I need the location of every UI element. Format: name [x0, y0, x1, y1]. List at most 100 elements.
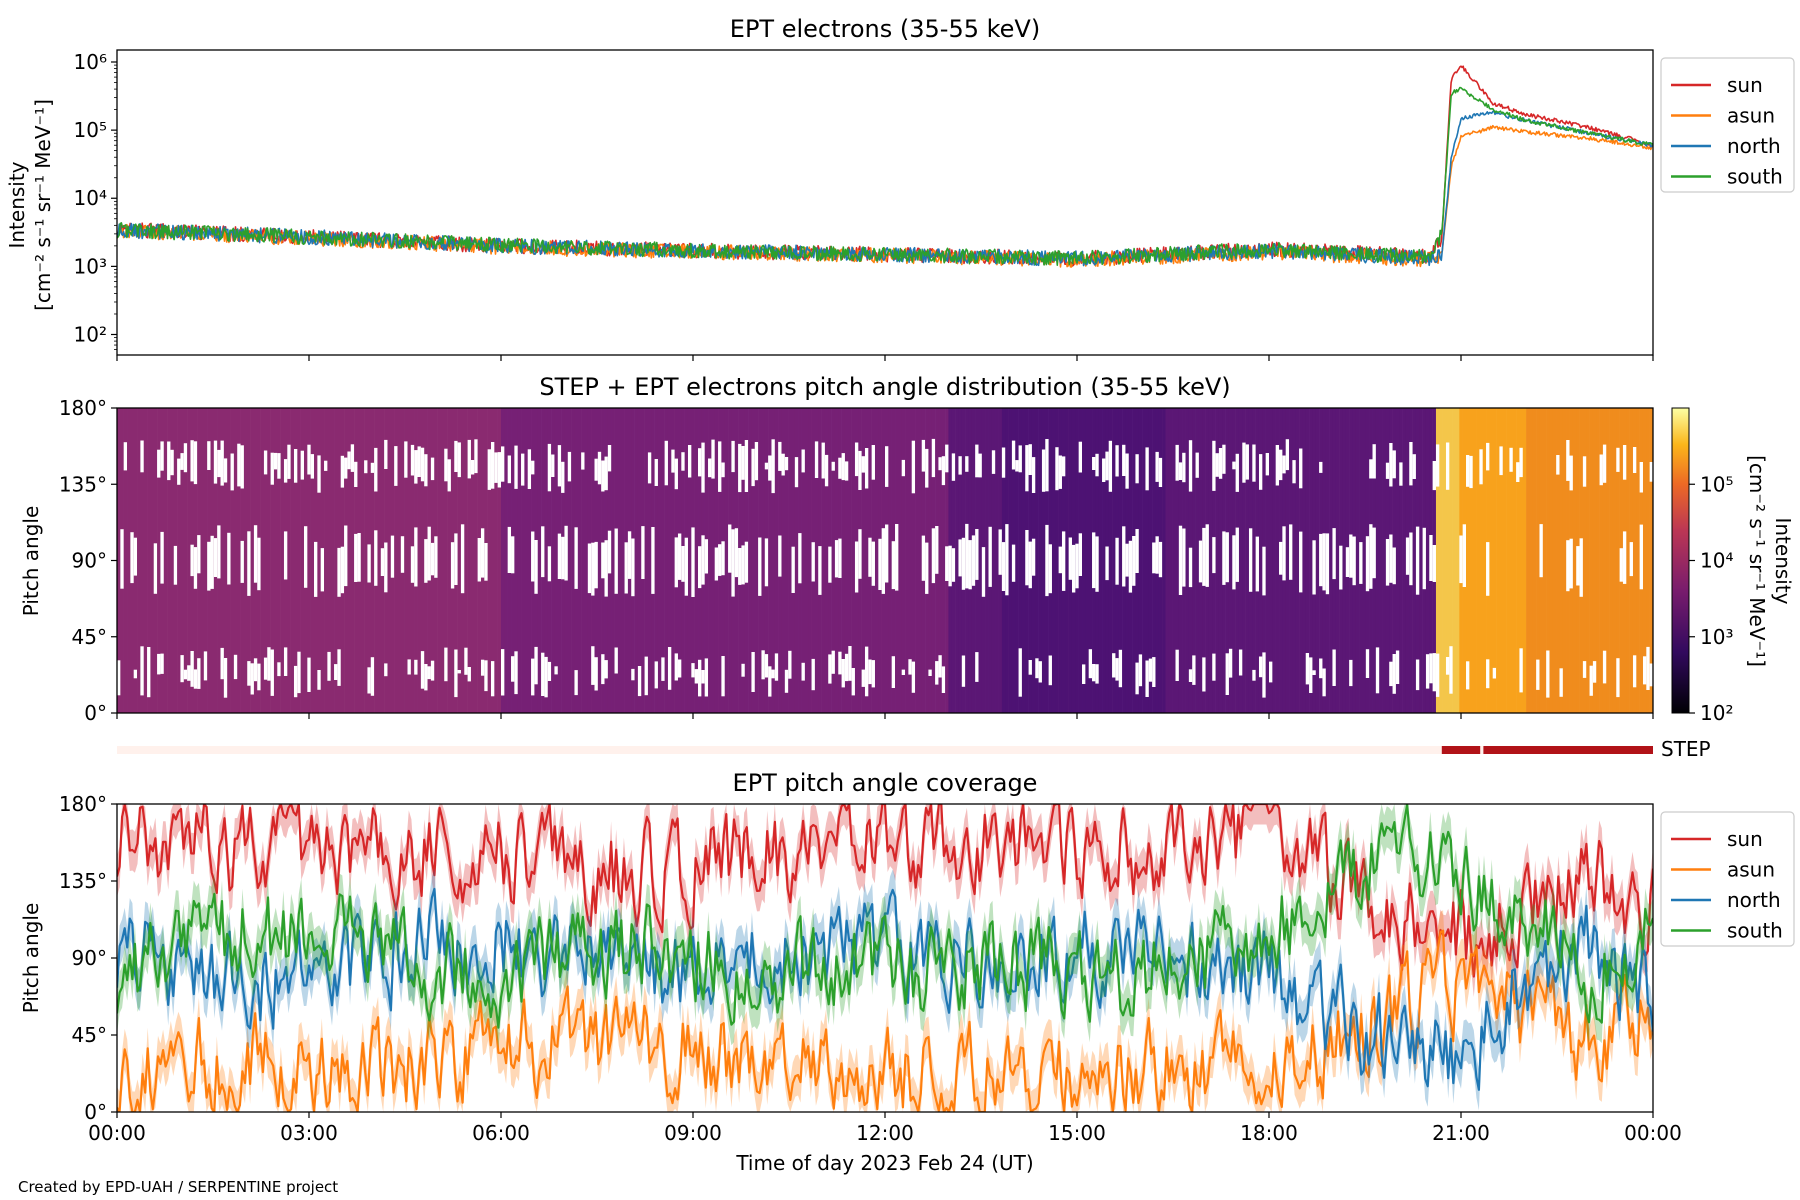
heatmap-gap — [1115, 445, 1120, 477]
heatmap-gap — [477, 538, 482, 582]
heatmap-gap — [1589, 665, 1594, 696]
heatmap-gap — [768, 666, 772, 697]
heatmap-gap — [380, 548, 385, 576]
heatmap-gap — [1619, 548, 1624, 582]
heatmap-gap — [604, 456, 609, 491]
heatmap-gap — [1071, 544, 1076, 593]
heatmap-column — [1145, 408, 1150, 713]
heatmap-column — [985, 408, 989, 713]
heatmap-gap — [607, 445, 612, 472]
heatmap-column — [1102, 408, 1106, 713]
heatmap-gap — [1252, 444, 1256, 482]
heatmap-column — [267, 408, 271, 713]
heatmap-gap — [193, 669, 198, 689]
heatmap-column — [467, 408, 472, 713]
heatmap-gap — [631, 538, 635, 597]
heatmap-gap — [651, 527, 655, 594]
panel2-title: STEP + EPT electrons pitch angle distrib… — [539, 373, 1230, 401]
heatmap-gap — [1192, 655, 1196, 685]
heatmap-column — [457, 408, 462, 713]
heatmap-gap — [1556, 455, 1560, 475]
heatmap-column — [781, 408, 786, 713]
heatmap-gap — [801, 449, 806, 473]
heatmap-gap — [140, 646, 145, 696]
heatmap-gap — [1639, 462, 1644, 493]
heatmap-gap — [854, 541, 859, 593]
heatmap-gap — [714, 547, 719, 581]
heatmap-column — [404, 408, 408, 713]
heatmap-gap — [838, 457, 842, 479]
legend-box — [1660, 811, 1795, 947]
heatmap-column — [300, 408, 305, 713]
heatmap-gap — [1112, 653, 1116, 678]
heatmap-gap — [908, 659, 913, 675]
heatmap-gap — [631, 668, 635, 681]
heatmap-column — [808, 408, 812, 713]
y-tick-label: 180° — [59, 792, 107, 816]
heatmap-gap — [484, 543, 488, 581]
heatmap-gap — [945, 444, 949, 473]
heatmap-gap — [1369, 459, 1373, 479]
heatmap-gap — [1389, 661, 1393, 687]
heatmap-gap — [828, 546, 832, 583]
heatmap-column — [1382, 408, 1387, 713]
heatmap-gap — [210, 535, 215, 589]
heatmap-gap — [370, 462, 375, 473]
heatmap-gap — [561, 536, 565, 580]
heatmap-gap — [1582, 456, 1587, 487]
heatmap-gap — [354, 461, 358, 487]
heatmap-gap — [1152, 542, 1156, 574]
heatmap-gap — [487, 449, 492, 490]
heatmap-column — [140, 408, 145, 713]
heatmap-gap — [1279, 541, 1283, 575]
heatmap-gap — [597, 451, 602, 485]
heatmap-gap — [1365, 536, 1370, 592]
heatmap-gap — [1061, 456, 1066, 477]
heatmap-gap — [250, 663, 255, 695]
colorbar — [1671, 407, 1690, 714]
heatmap-column — [1632, 408, 1637, 713]
heatmap-gap — [891, 541, 896, 590]
colorbar-label: Intensity — [1771, 517, 1795, 604]
heatmap-gap — [871, 541, 876, 586]
heatmap-column — [694, 408, 699, 713]
heatmap-column — [1185, 408, 1190, 713]
heatmap-gap — [364, 460, 368, 474]
heatmap-gap — [734, 528, 739, 578]
heatmap-gap — [885, 446, 889, 487]
heatmap-column — [1329, 408, 1333, 713]
heatmap-gap — [781, 453, 786, 476]
heatmap-gap — [1332, 528, 1337, 580]
panel2-ylabel: Pitch angle — [19, 506, 43, 617]
heatmap-column — [1492, 408, 1497, 713]
heatmap-column — [167, 408, 171, 713]
heatmap-gap — [921, 535, 926, 581]
heatmap-column — [784, 408, 789, 713]
heatmap-gap — [624, 542, 629, 594]
heatmap-gap — [1202, 527, 1206, 586]
heatmap-gap — [511, 656, 515, 682]
heatmap-gap — [1045, 439, 1049, 492]
heatmap-gap — [490, 661, 495, 697]
heatmap-gap — [1349, 534, 1353, 578]
heatmap-gap — [474, 439, 478, 474]
heatmap-gap — [698, 546, 702, 589]
heatmap-gap — [133, 669, 138, 679]
heatmap-gap — [574, 527, 579, 589]
heatmap-gap — [277, 453, 281, 479]
heatmap-column — [1015, 408, 1019, 713]
heatmap-gap — [420, 447, 425, 482]
heatmap-gap — [253, 525, 258, 583]
heatmap-gap — [704, 658, 709, 697]
heatmap-gap — [404, 441, 408, 478]
heatmap-gap — [661, 657, 665, 681]
heatmap-gap — [1546, 650, 1550, 698]
heatmap-gap — [764, 538, 769, 587]
heatmap-column — [1362, 408, 1367, 713]
heatmap-column — [1208, 408, 1213, 713]
heatmap-gap — [1135, 662, 1140, 695]
heatmap-gap — [691, 527, 695, 597]
heatmap-gap — [394, 446, 398, 486]
colorbar-tick-label: 10² — [1700, 701, 1733, 725]
heatmap-gap — [153, 543, 158, 594]
